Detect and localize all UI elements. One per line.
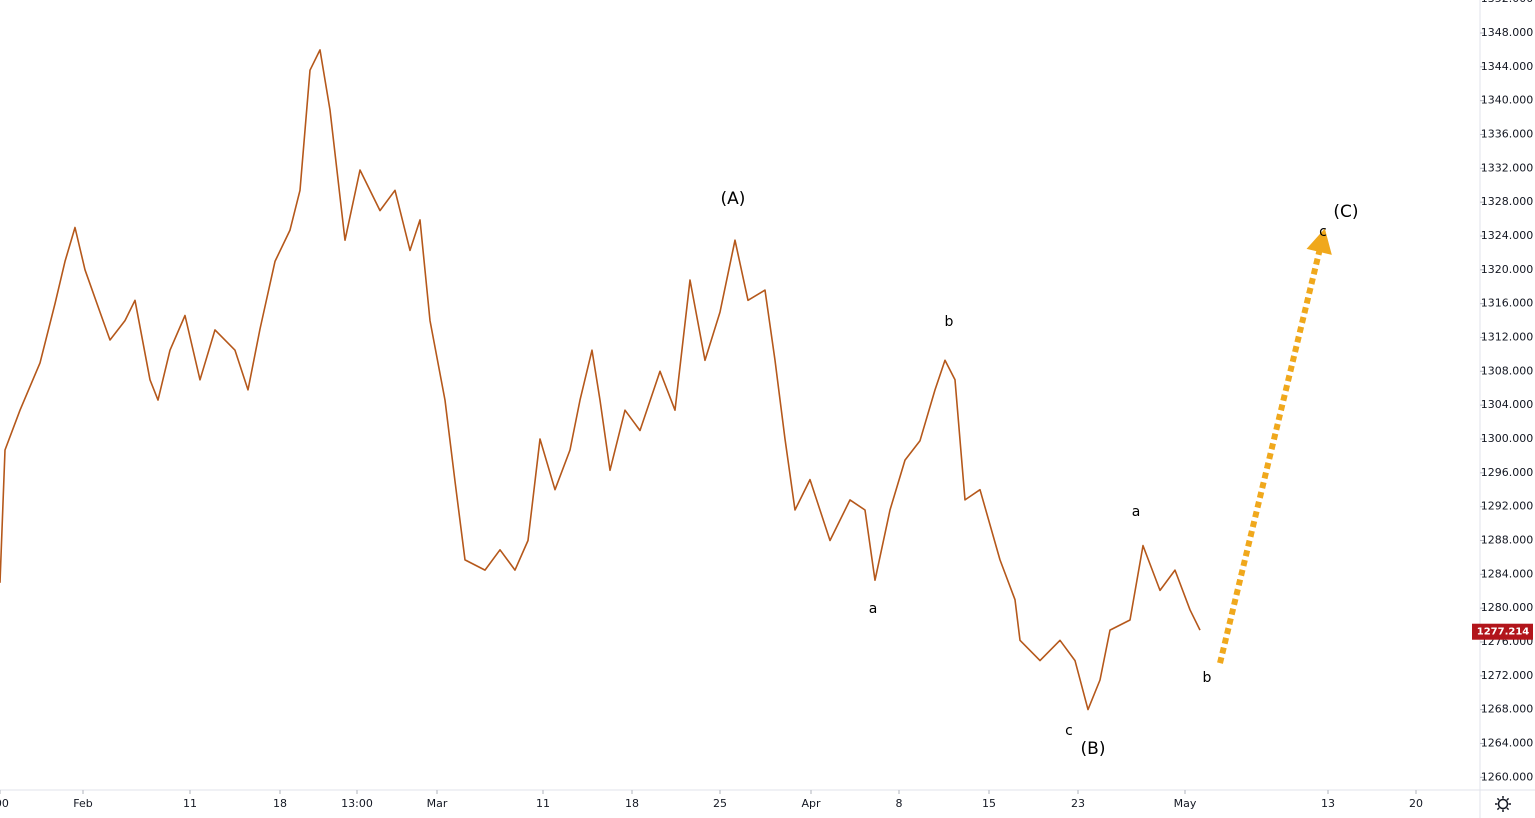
y-tick-label: 1284.000 xyxy=(1481,567,1534,580)
y-tick-label: 1272.000 xyxy=(1481,669,1534,682)
x-tick-label: May xyxy=(1174,797,1197,810)
y-tick-label: 1296.000 xyxy=(1481,466,1534,479)
wave-label: b xyxy=(945,314,954,330)
x-tick-label: Mar xyxy=(427,797,448,810)
projection-arrow xyxy=(1217,239,1325,664)
x-tick-label: 25 xyxy=(713,797,727,810)
y-tick-label: 1304.000 xyxy=(1481,398,1534,411)
y-tick-label: 1320.000 xyxy=(1481,263,1534,276)
y-tick-label: 1300.000 xyxy=(1481,432,1534,445)
annotations: (A) b a (B) c a b (C) c xyxy=(721,189,1359,759)
x-tick-label: 8 xyxy=(896,797,903,810)
x-tick-label: 11 xyxy=(183,797,197,810)
y-tick-label: 1328.000 xyxy=(1481,195,1534,208)
x-tick-label: 18 xyxy=(273,797,287,810)
y-tick-label: 1352.000 xyxy=(1481,0,1534,5)
y-tick-label: 1268.000 xyxy=(1481,703,1534,716)
wave-label: c xyxy=(1065,723,1073,739)
wave-label: a xyxy=(1132,504,1141,520)
y-tick-label: 1336.000 xyxy=(1481,127,1534,140)
price-line xyxy=(0,49,1201,711)
y-tick-label: 1280.000 xyxy=(1481,601,1534,614)
x-tick-label: Feb xyxy=(73,797,92,810)
last-price-label: 1277.214 xyxy=(1477,627,1530,638)
x-tick-label: 15 xyxy=(982,797,996,810)
x-tick-label: Apr xyxy=(801,797,821,810)
y-tick-label: 1264.000 xyxy=(1481,736,1534,749)
last-price-tag xyxy=(1472,623,1533,640)
y-tick-label: 1324.000 xyxy=(1481,229,1534,242)
wave-label: (C) xyxy=(1333,202,1358,222)
wave-label: a xyxy=(869,601,878,617)
settings-icon[interactable] xyxy=(1495,796,1511,812)
y-tick-label: 1308.000 xyxy=(1481,364,1534,377)
x-tick-label: 13:00 xyxy=(341,797,373,810)
x-tick-label: :00 xyxy=(0,797,9,810)
y-tick-label: 1348.000 xyxy=(1481,26,1534,39)
arrow-head xyxy=(1306,228,1332,255)
x-tick-label: 23 xyxy=(1071,797,1085,810)
y-tick-label: 1288.000 xyxy=(1481,533,1534,546)
y-tick-label: 1292.000 xyxy=(1481,500,1534,513)
wave-label: c xyxy=(1319,224,1327,240)
x-tick-label: 11 xyxy=(536,797,550,810)
wave-label: b xyxy=(1203,670,1212,686)
y-tick-label: 1312.000 xyxy=(1481,330,1534,343)
x-tick-label: 18 xyxy=(625,797,639,810)
y-tick-label: 1260.000 xyxy=(1481,770,1534,783)
x-tick-label: 20 xyxy=(1409,797,1423,810)
y-tick-label: 1340.000 xyxy=(1481,94,1534,107)
y-tick-label: 1332.000 xyxy=(1481,161,1534,174)
y-tick-label: 1344.000 xyxy=(1481,60,1534,73)
y-tick-label: 1316.000 xyxy=(1481,297,1534,310)
x-tick-label: 13 xyxy=(1321,797,1335,810)
wave-label: (B) xyxy=(1081,739,1106,759)
wave-label: (A) xyxy=(721,189,746,209)
